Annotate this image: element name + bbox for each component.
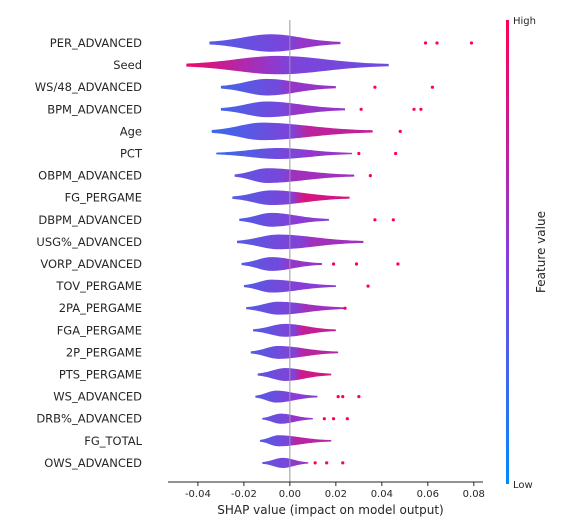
colorbar-high-label: High [513, 16, 536, 27]
outlier-point [435, 41, 439, 45]
feature-label: Seed [113, 58, 142, 72]
feature-label: Age [120, 124, 142, 138]
outlier-point [373, 218, 377, 222]
outlier-point [325, 461, 329, 465]
violin-fg-total [259, 435, 332, 447]
feature-label: VORP_ADVANCED [40, 257, 142, 271]
colorbar-low-label: Low [513, 480, 533, 491]
violin-layer [186, 34, 474, 468]
violin-dbpm-advanced [239, 212, 329, 227]
outlier-point [322, 417, 326, 421]
feature-label: FGA_PERGAME [57, 323, 142, 337]
outlier-point [391, 218, 395, 222]
violin-per-advanced [209, 34, 341, 52]
outlier-point [357, 395, 361, 399]
outlier-point [469, 41, 474, 45]
violin-seed [186, 55, 389, 75]
feature-label: FG_PERGAME [65, 191, 142, 205]
outlier-point [341, 395, 345, 399]
outlier-point [396, 262, 400, 266]
outlier-point [345, 417, 349, 421]
outlier-point [368, 174, 372, 178]
outlier-point [359, 107, 363, 111]
x-axis-title: SHAP value (impact on model output) [217, 503, 444, 517]
x-tick-label: 0.04 [371, 489, 393, 500]
violin-obpm-advanced [234, 168, 355, 183]
outlier-point [354, 262, 359, 266]
violin-2p-pergame [250, 345, 339, 359]
feature-label: DBPM_ADVANCED [38, 213, 142, 227]
feature-label: USG%_ADVANCED [36, 235, 142, 249]
violin-ows-advanced [262, 457, 309, 468]
x-tick-label: -0.02 [231, 489, 257, 500]
x-tick-layer: -0.04 -0.02 0.00 0.02 0.04 0.06 0.08 [185, 482, 485, 500]
feature-label: OBPM_ADVANCED [38, 169, 142, 183]
feature-label-layer: PER_ADVANCED Seed WS/48_ADVANCED BPM_ADVANC… [35, 36, 143, 470]
violin-ws-advanced [255, 390, 318, 403]
violin-vorp-advanced [241, 257, 323, 271]
outlier-point [366, 284, 370, 288]
outlier-point [331, 417, 336, 421]
violin-bpm-advanced [220, 101, 346, 118]
violin-fg-pergame [232, 190, 350, 206]
outlier-point [423, 41, 428, 45]
x-tick-label: 0.00 [279, 489, 301, 500]
outlier-point [373, 85, 377, 89]
violin-usg-advanced [236, 234, 364, 250]
feature-label: BPM_ADVANCED [47, 102, 142, 116]
colorbar: High Low Feature value [506, 16, 548, 491]
outlier-point [394, 151, 398, 156]
feature-label: 2PA_PERGAME [59, 301, 142, 315]
violin-drb-advanced [262, 413, 313, 424]
outlier-point [430, 85, 435, 89]
outlier-point [331, 262, 336, 266]
feature-label: PER_ADVANCED [50, 36, 142, 50]
feature-label: WS/48_ADVANCED [35, 80, 142, 94]
feature-label: 2P_PERGAME [66, 345, 142, 359]
outlier-point [398, 129, 402, 133]
outlier-point [313, 461, 317, 465]
x-tick-label: 0.08 [463, 489, 485, 500]
violin-pts-pergame [257, 368, 332, 381]
feature-label: PCT [120, 147, 143, 161]
outlier-point [357, 151, 361, 156]
x-tick-label: -0.04 [185, 489, 211, 500]
violin-ws-48-advanced [220, 78, 336, 96]
feature-label: OWS_ADVANCED [44, 456, 142, 470]
outlier-point [341, 461, 345, 465]
violin-pct [216, 147, 352, 160]
violin-age [211, 122, 373, 141]
x-tick-label: 0.06 [417, 489, 439, 500]
outlier-point [419, 107, 423, 111]
outlier-point [336, 395, 340, 399]
outlier-point [343, 306, 347, 310]
colorbar-gradient [506, 20, 509, 484]
colorbar-title: Feature value [534, 211, 548, 293]
violin-2pa-pergame [246, 301, 346, 315]
feature-label: PTS_PERGAME [59, 368, 142, 382]
outlier-point [412, 107, 416, 111]
feature-label: DRB%_ADVANCED [36, 412, 142, 426]
feature-label: TOV_PERGAME [55, 279, 142, 293]
x-tick-label: 0.02 [325, 489, 347, 500]
violin-fga-pergame [253, 323, 336, 337]
feature-label: FG_TOTAL [84, 434, 142, 448]
feature-label: WS_ADVANCED [53, 390, 142, 404]
